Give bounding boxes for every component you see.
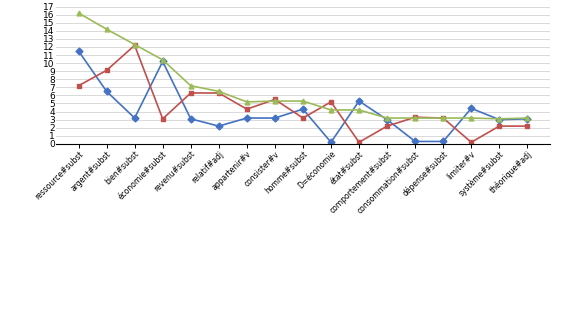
Spécificités de l’Humanité (468, 140, 475, 144)
Spécificités de l’Humanité (496, 124, 503, 128)
Spécificités pour les deux journaux regroupés (131, 43, 138, 46)
Spécificités de l’Humanité (384, 124, 390, 128)
Spécificités du Figaro (496, 118, 503, 122)
Spécificités pour les deux journaux regroupés (243, 100, 250, 104)
Spécificités de l’Humanité (524, 124, 531, 128)
Spécificités pour les deux journaux regroupés (440, 116, 447, 120)
Spécificités pour les deux journaux regroupés (103, 27, 110, 31)
Spécificités du Figaro (412, 140, 419, 144)
Spécificités pour les deux journaux regroupés (75, 11, 82, 15)
Spécificités pour les deux journaux regroupés (468, 116, 475, 120)
Spécificités de l’Humanité (300, 116, 306, 120)
Spécificités du Figaro (159, 60, 166, 63)
Spécificités pour les deux journaux regroupés (187, 84, 194, 88)
Spécificités du Figaro (243, 116, 250, 120)
Spécificités du Figaro (468, 106, 475, 110)
Spécificités de l’Humanité (187, 91, 194, 95)
Spécificités de l’Humanité (159, 117, 166, 121)
Spécificités de l’Humanité (243, 107, 250, 111)
Spécificités de l’Humanité (356, 140, 362, 144)
Line: Spécificités de l’Humanité: Spécificités de l’Humanité (76, 43, 530, 145)
Line: Spécificités pour les deux journaux regroupés: Spécificités pour les deux journaux regr… (76, 10, 530, 121)
Spécificités de l’Humanité (440, 116, 447, 120)
Spécificités du Figaro (384, 118, 390, 122)
Spécificités de l’Humanité (412, 115, 419, 119)
Spécificités du Figaro (103, 89, 110, 93)
Spécificités pour les deux journaux regroupés (524, 116, 531, 120)
Spécificités pour les deux journaux regroupés (272, 99, 278, 103)
Spécificités pour les deux journaux regroupés (300, 99, 306, 103)
Spécificités pour les deux journaux regroupés (356, 108, 362, 112)
Spécificités du Figaro (131, 116, 138, 120)
Line: Spécificités du Figaro: Spécificités du Figaro (76, 48, 530, 145)
Spécificités du Figaro (215, 124, 222, 128)
Spécificités de l’Humanité (272, 97, 278, 101)
Spécificités pour les deux journaux regroupés (215, 89, 222, 93)
Spécificités de l’Humanité (131, 43, 138, 47)
Spécificités pour les deux journaux regroupés (384, 116, 390, 120)
Spécificités de l’Humanité (103, 68, 110, 72)
Spécificités du Figaro (75, 49, 82, 53)
Spécificités pour les deux journaux regroupés (412, 116, 419, 120)
Spécificités de l’Humanité (75, 84, 82, 88)
Spécificités pour les deux journaux regroupés (159, 58, 166, 62)
Spécificités pour les deux journaux regroupés (496, 117, 503, 121)
Spécificités du Figaro (440, 140, 447, 144)
Spécificités pour les deux journaux regroupés (328, 108, 334, 112)
Spécificités du Figaro (272, 116, 278, 120)
Spécificités du Figaro (300, 107, 306, 111)
Spécificités du Figaro (524, 117, 531, 121)
Spécificités de l’Humanité (215, 91, 222, 95)
Spécificités du Figaro (328, 140, 334, 144)
Spécificités du Figaro (187, 117, 194, 121)
Spécificités de l’Humanité (328, 100, 334, 104)
Spécificités du Figaro (356, 99, 362, 103)
